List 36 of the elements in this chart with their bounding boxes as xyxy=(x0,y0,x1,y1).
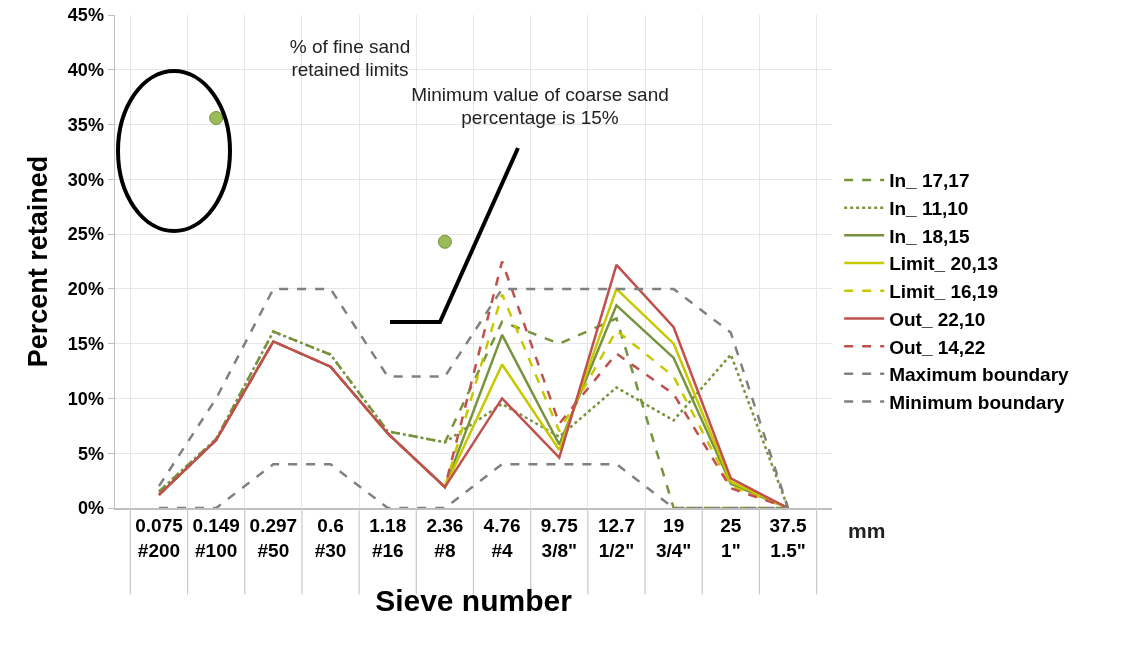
x-tick-label: 0.149 #100 xyxy=(192,515,240,561)
y-tick-label: 5% xyxy=(77,443,104,464)
legend-label: In_ 11,10 xyxy=(889,198,969,220)
legend-label: Out_ 22,10 xyxy=(889,308,986,330)
y-tick-label: 15% xyxy=(67,333,104,354)
y-tick-label: 10% xyxy=(67,388,104,409)
legend-label: Limit_ 20,13 xyxy=(889,253,998,275)
x-tick-label: 37.5 1.5" xyxy=(769,515,807,561)
x-tick-label: 12.7 1/2" xyxy=(597,515,635,561)
x-tick-label: 0.075 #200 xyxy=(135,515,184,561)
y-tick-label: 25% xyxy=(67,224,104,245)
x-tick-label: 2.36 #8 xyxy=(426,515,464,561)
x-tick-label: 1.18 #16 xyxy=(369,515,407,561)
legend-label: Maximum boundary xyxy=(889,364,1070,386)
annotation: Minimum value of coarse sand percentage is 15% xyxy=(410,84,670,130)
legend-label: Limit_ 16,19 xyxy=(889,281,998,303)
legend-label: In_ 17,17 xyxy=(889,170,970,192)
y-tick-label: 40% xyxy=(67,60,104,81)
y-tick-label: 45% xyxy=(67,5,104,26)
annotation: % of fine sand retained limits xyxy=(288,36,412,82)
legend-label: Minimum boundary xyxy=(889,391,1065,413)
y-tick-label: 0% xyxy=(77,498,104,519)
x-tick-label: 9.75 3/8" xyxy=(540,515,579,561)
legend-label: In_ 18,15 xyxy=(889,225,970,247)
text: mm xyxy=(848,518,887,544)
x-axis-title: Sieve number xyxy=(375,584,573,618)
legend-label: Out_ 14,22 xyxy=(889,336,986,358)
y-axis-title: Percent retained xyxy=(23,155,54,368)
x-tick-label: 19 3/4" xyxy=(655,515,692,561)
x-tick-label: 0.6 #30 xyxy=(314,515,347,561)
y-tick-label: 20% xyxy=(67,279,104,300)
x-tick-label: 4.76 #4 xyxy=(483,515,521,561)
y-tick-label: 30% xyxy=(67,169,104,190)
y-tick-label: 35% xyxy=(67,114,104,135)
x-tick-label: 25 1" xyxy=(720,515,742,561)
x-tick-label: 0.297 #50 xyxy=(249,515,298,561)
